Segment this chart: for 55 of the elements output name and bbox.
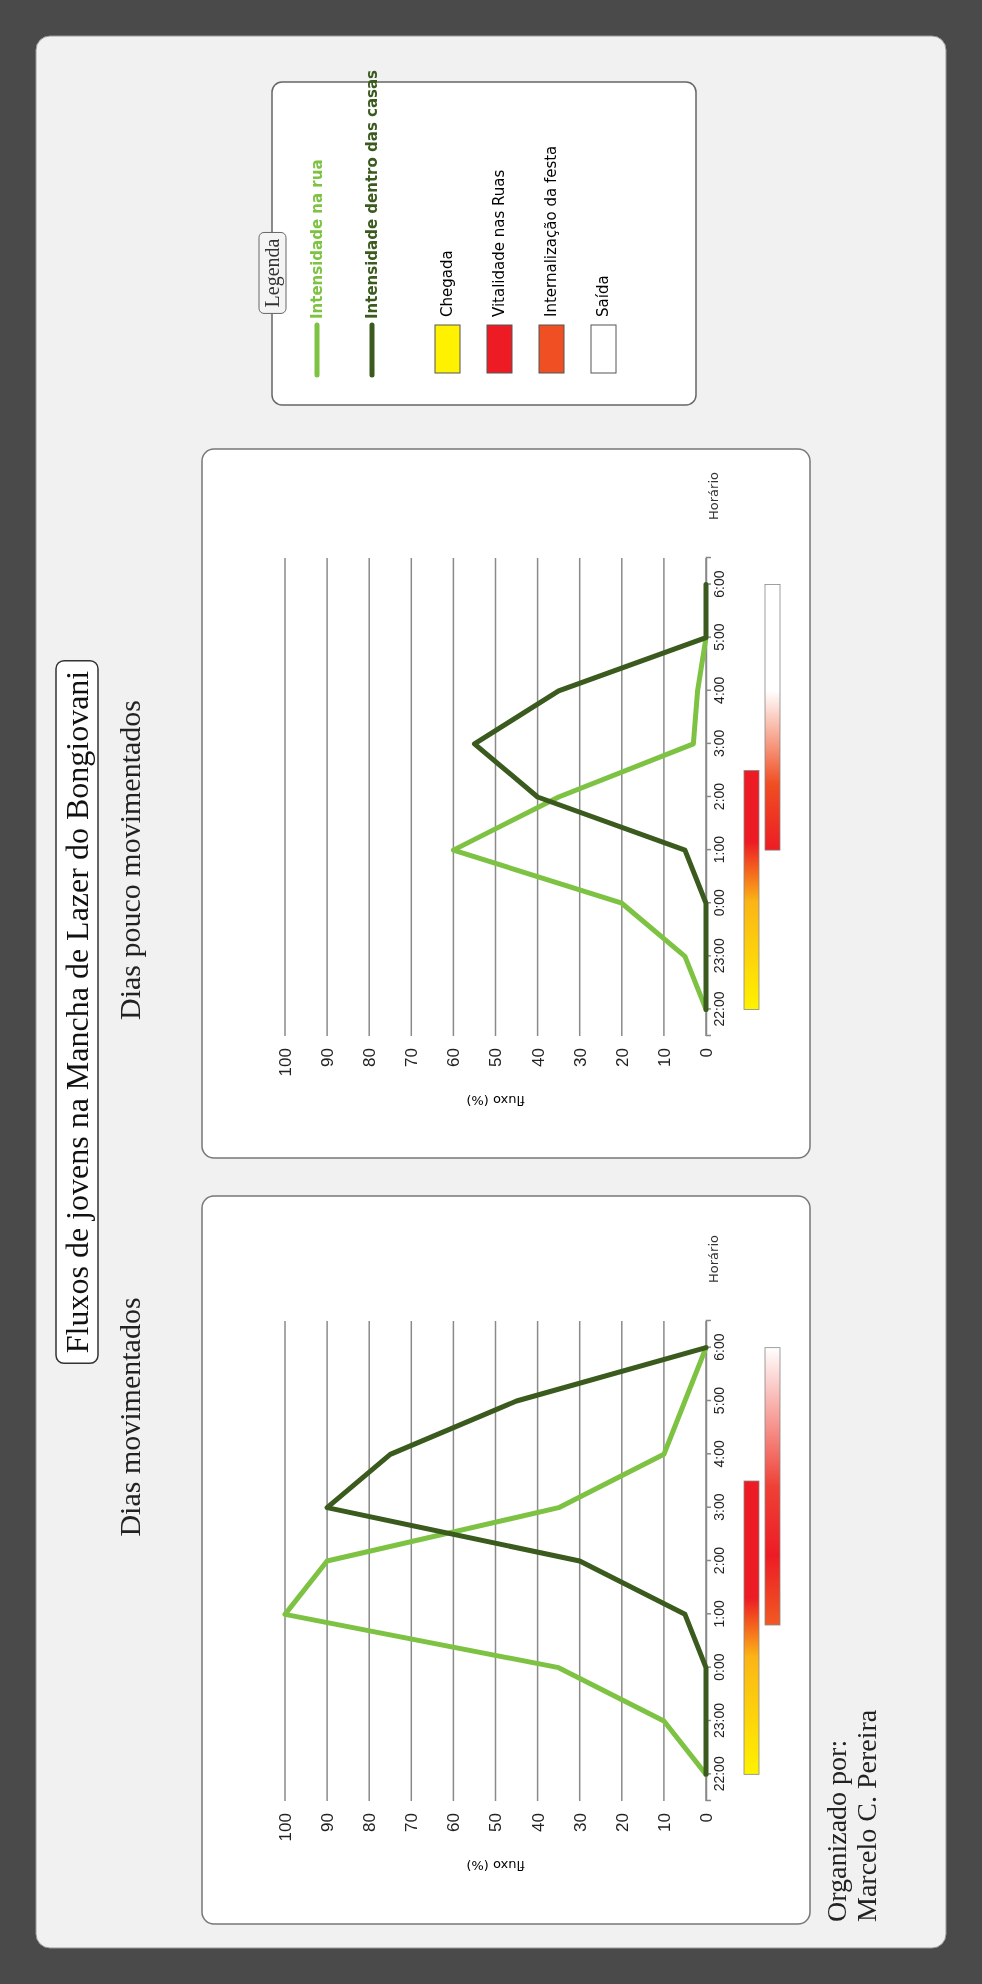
y-tick-label: 6:00 bbox=[710, 570, 727, 598]
x-tick-label: 0 bbox=[696, 1048, 716, 1058]
text: Organizado por: Marcelo C. Pereira bbox=[821, 1709, 882, 1922]
x-axis-title: fluxo (%) bbox=[466, 1858, 525, 1873]
x-tick-label: 80 bbox=[360, 1813, 380, 1832]
x-tick-label: 80 bbox=[360, 1048, 380, 1067]
x-tick-label: 70 bbox=[402, 1048, 422, 1067]
x-tick-label: 90 bbox=[318, 1813, 338, 1832]
x-axis-title: fluxo (%) bbox=[466, 1093, 525, 1108]
text: Dias pouco movimentados bbox=[113, 700, 146, 1020]
text: Vitalidade nas Ruas bbox=[490, 169, 508, 317]
x-tick-label: 100 bbox=[275, 1048, 295, 1077]
y-axis-title: Horário bbox=[706, 1234, 721, 1283]
y-tick-label: 2:00 bbox=[710, 1546, 727, 1575]
y-tick-label: 1:00 bbox=[710, 835, 727, 864]
text: Dias movimentados bbox=[113, 1297, 146, 1537]
x-tick-label: 60 bbox=[444, 1813, 464, 1832]
y-axis-title: Horário bbox=[706, 471, 721, 520]
x-tick-label: 20 bbox=[612, 1813, 632, 1832]
text: Intensidade dentro das casas bbox=[363, 69, 381, 319]
y-tick-label: 3:00 bbox=[710, 1493, 727, 1521]
text: Intensidade na rua bbox=[308, 159, 326, 319]
x-tick-label: 90 bbox=[318, 1048, 338, 1067]
legend-title: Legenda bbox=[261, 238, 284, 308]
y-tick-label: 0:00 bbox=[710, 888, 727, 917]
y-tick-label: 0:00 bbox=[710, 1653, 727, 1681]
text: Saída bbox=[594, 275, 612, 317]
x-tick-label: 50 bbox=[486, 1813, 506, 1832]
text: Internalização da festa bbox=[542, 145, 560, 317]
chart-title: Fluxos de jovens na Mancha de Lazer do Bongiovani bbox=[59, 670, 95, 1354]
x-tick-label: 0 bbox=[696, 1813, 716, 1823]
y-tick-label: 23:00 bbox=[710, 938, 727, 974]
y-tick-label: 4:00 bbox=[710, 1440, 727, 1468]
y-tick-label: 5:00 bbox=[710, 623, 727, 651]
x-tick-label: 20 bbox=[612, 1048, 632, 1067]
y-tick-label: 22:00 bbox=[710, 1756, 727, 1792]
x-tick-label: 40 bbox=[528, 1813, 548, 1832]
y-tick-label: 4:00 bbox=[710, 676, 727, 704]
y-tick-label: 6:00 bbox=[710, 1333, 727, 1361]
y-tick-label: 1:00 bbox=[710, 1600, 727, 1628]
x-tick-label: 10 bbox=[654, 1048, 674, 1067]
x-tick-label: 30 bbox=[570, 1813, 590, 1832]
x-tick-label: 30 bbox=[570, 1048, 590, 1067]
y-tick-label: 22:00 bbox=[710, 991, 727, 1027]
x-tick-label: 60 bbox=[444, 1048, 464, 1067]
text: Chegada bbox=[438, 250, 456, 317]
y-tick-label: 3:00 bbox=[710, 729, 727, 758]
x-tick-label: 50 bbox=[486, 1048, 506, 1067]
y-tick-label: 5:00 bbox=[710, 1386, 727, 1415]
x-tick-label: 40 bbox=[528, 1048, 548, 1067]
y-tick-label: 23:00 bbox=[710, 1702, 727, 1739]
x-tick-label: 100 bbox=[275, 1813, 295, 1842]
y-tick-label: 2:00 bbox=[710, 782, 727, 811]
x-tick-label: 10 bbox=[654, 1813, 674, 1832]
x-tick-label: 70 bbox=[402, 1813, 422, 1832]
